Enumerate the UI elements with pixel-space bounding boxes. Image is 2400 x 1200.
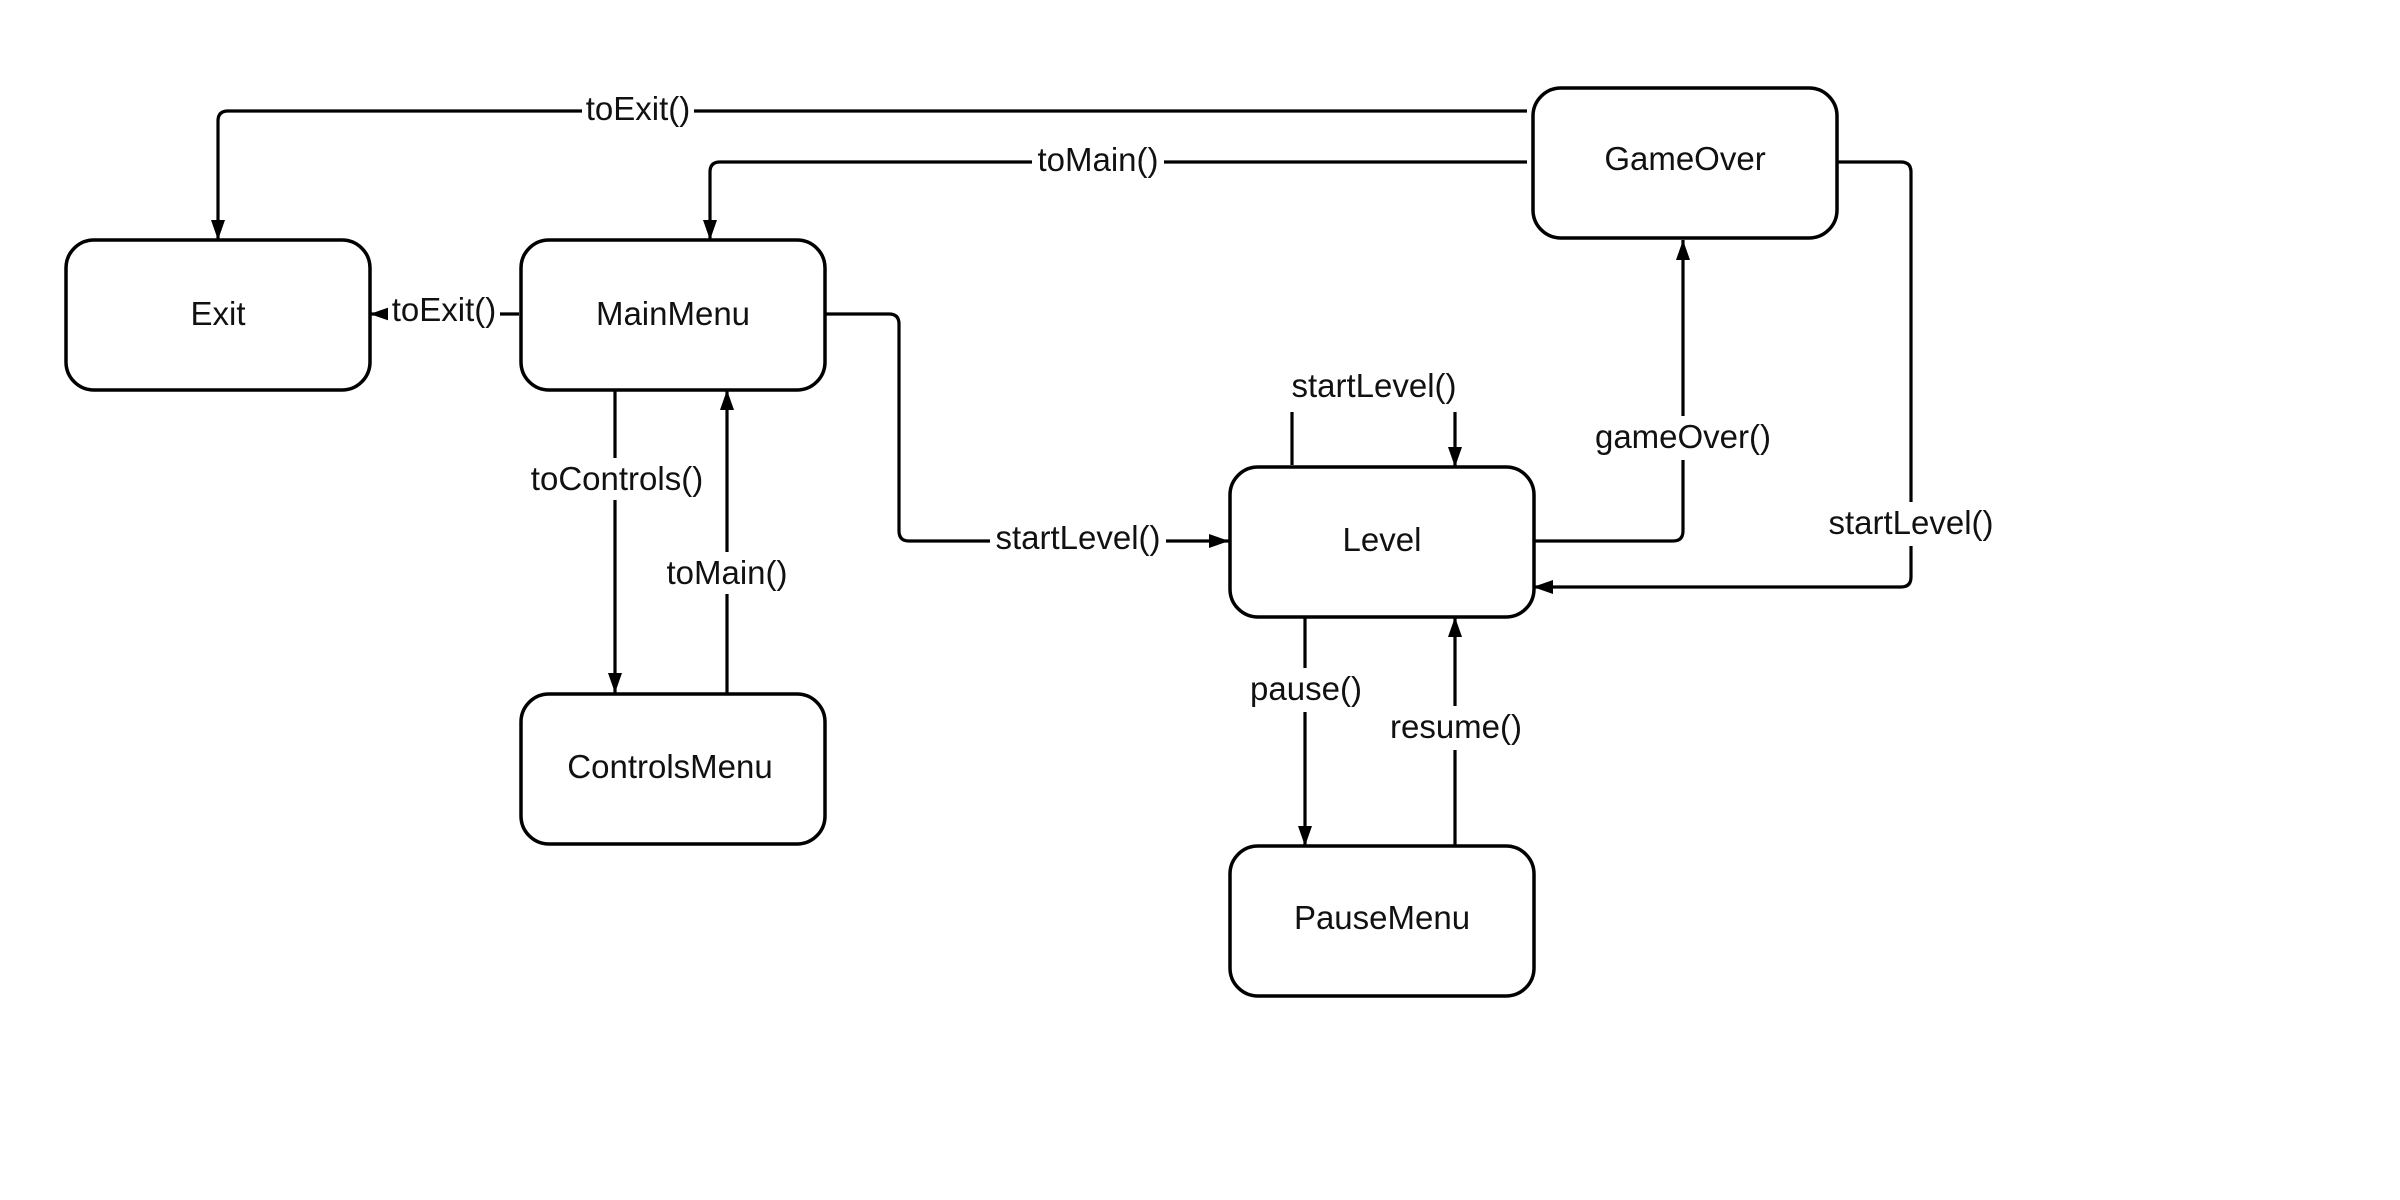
state-exit-label: Exit: [190, 295, 245, 332]
edge-gameover-to-main: toMain(): [703, 141, 1527, 240]
state-level-label: Level: [1343, 521, 1422, 558]
edge-label-gameover-to-level: startLevel(): [1828, 504, 1993, 541]
edge-label-gameover-to-main: toMain(): [1037, 141, 1158, 178]
edge-label-pause-to-level: resume(): [1390, 708, 1522, 745]
state-controls-menu-label: ControlsMenu: [567, 748, 772, 785]
edge-controls-to-main: toMain(): [664, 390, 792, 693]
state-game-over-label: GameOver: [1604, 140, 1765, 177]
state-main-menu-label: MainMenu: [596, 295, 750, 332]
edge-label-level-to-gameover: gameOver(): [1595, 418, 1771, 455]
edge-level-to-gameover: gameOver(): [1533, 240, 1776, 543]
state-exit[interactable]: Exit: [64, 238, 372, 392]
edge-pause-to-level: resume(): [1386, 617, 1526, 845]
edge-label-gameover-to-exit: toExit(): [586, 90, 691, 127]
edge-level-restart: startLevel(): [1282, 364, 1462, 467]
state-level[interactable]: Level: [1228, 465, 1536, 619]
state-pause-menu-label: PauseMenu: [1294, 899, 1470, 936]
edge-gameover-to-exit: toExit(): [211, 90, 1527, 240]
edge-label-level-to-pause: pause(): [1250, 670, 1362, 707]
edge-label-main-to-exit: toExit(): [392, 291, 497, 328]
edge-main-to-level: startLevel(): [825, 312, 1229, 561]
edge-gameover-to-level: startLevel(): [1533, 160, 2002, 594]
edge-main-to-controls: toControls(): [524, 390, 708, 693]
edge-label-level-restart: startLevel(): [1291, 367, 1456, 404]
edge-level-to-pause: pause(): [1244, 617, 1368, 846]
edge-main-to-exit: toExit(): [370, 291, 519, 332]
state-game-over[interactable]: GameOver: [1531, 86, 1839, 240]
edge-label-controls-to-main: toMain(): [666, 554, 787, 591]
edge-label-main-to-controls: toControls(): [531, 460, 703, 497]
state-main-menu[interactable]: MainMenu: [519, 238, 827, 392]
state-controls-menu[interactable]: ControlsMenu: [519, 692, 827, 846]
edge-label-main-to-level: startLevel(): [995, 519, 1160, 556]
state-pause-menu[interactable]: PauseMenu: [1228, 844, 1536, 998]
